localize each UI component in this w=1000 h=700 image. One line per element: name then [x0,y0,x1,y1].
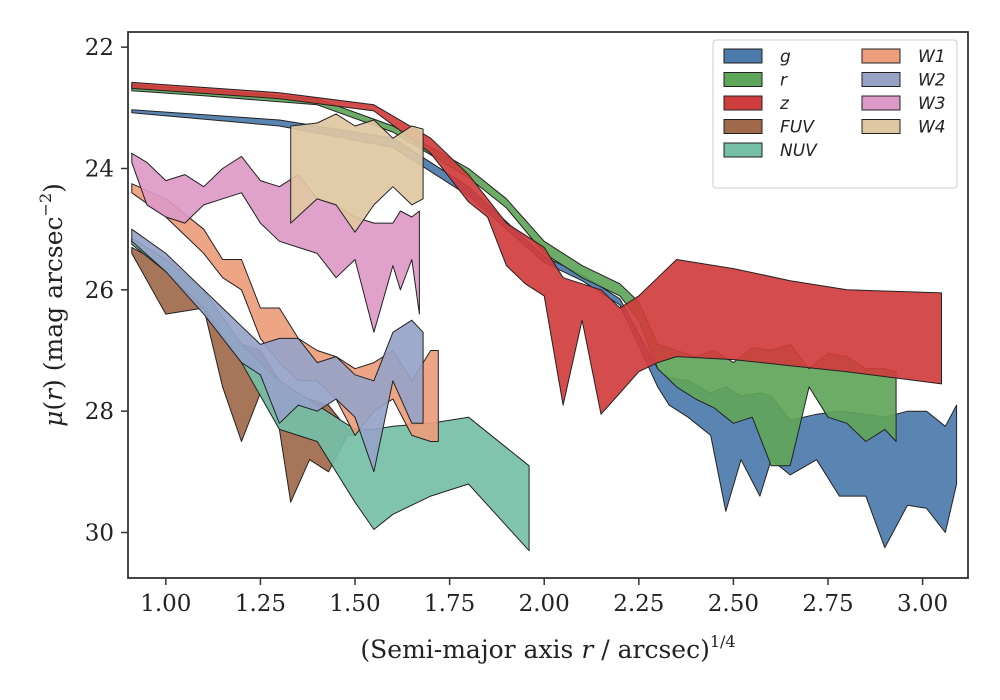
y-tick-label: 28 [85,399,114,425]
x-tick-label: 2.75 [802,591,853,617]
legend-swatch-w4 [861,119,901,134]
legend-swatch-w3 [861,95,901,111]
y-tick-label: 22 [85,35,114,61]
legend: grz FUV NUV W1 W2 W3 W4 [712,39,958,189]
legend-label-w1: W1 [918,47,946,67]
y-tick-label: 30 [85,521,114,547]
x-tick-label: 1.25 [235,591,286,617]
legend-label-fuv: FUV [780,118,815,138]
legend-swatch-w1 [861,48,901,64]
legend-label-z: z [779,94,790,114]
x-tick-label: 1.00 [140,591,191,617]
band-layer [131,81,958,552]
legend-label-w3: W3 [918,94,946,114]
y-tick-label: 26 [85,278,114,304]
band-w2 [131,228,424,473]
x-tick-label: 3.00 [897,591,948,617]
y-tick-label: 24 [85,157,114,183]
legend-swatch-z [723,95,763,111]
x-tick-label: 1.50 [329,591,380,617]
legend-label-nuv: NUV [780,141,818,161]
x-tick-label: 2.50 [708,591,759,617]
legend-label-w4: W4 [918,118,946,138]
x-tick-label: 1.75 [424,591,475,617]
x-axis-label: (Semi-major axis r / arcsec)1/4 [360,632,735,664]
legend-swatch-nuv [723,142,763,158]
legend-swatch-r [723,72,763,87]
band-z [131,81,942,415]
y-axis-label: μ(r) (mag arcsec−2) [36,183,68,427]
band-w3 [131,152,420,333]
plot-frame [127,31,969,579]
legend-swatch-fuv [723,119,763,134]
legend-label-w2: W2 [918,71,946,91]
band-r [131,84,897,467]
legend-swatch-w2 [861,72,901,87]
band-w4 [290,113,424,233]
legend-swatch-g [723,48,763,64]
legend-label-r: r [780,71,788,91]
legend-label-g: g [780,47,791,67]
x-tick-label: 2.25 [613,591,664,617]
x-axis: 1.00 1.25 1.50 1.75 2.00 2.25 2.50 2.75 3.00 [140,578,948,617]
y-axis: 22 24 26 28 30 [85,35,128,547]
x-tick-label: 2.00 [519,591,570,617]
